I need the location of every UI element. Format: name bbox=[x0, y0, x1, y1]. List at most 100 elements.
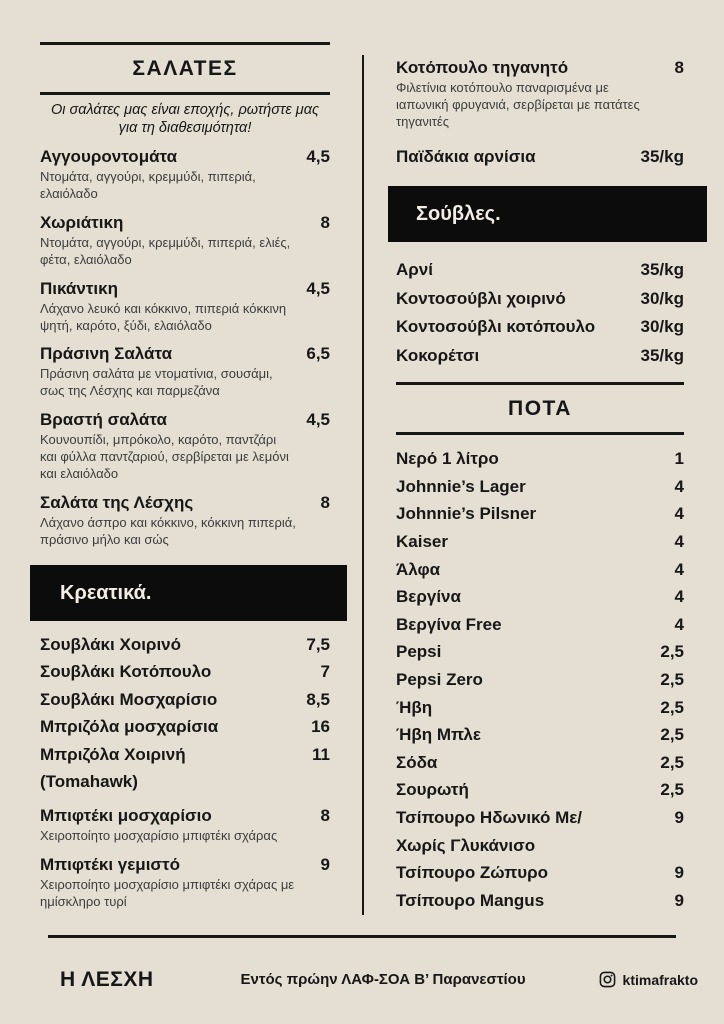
item-name: Κοκορέτσι bbox=[396, 345, 480, 365]
menu-item: Ήβη Μπλε 2,5 bbox=[396, 721, 684, 749]
item-price: 4 bbox=[674, 559, 684, 579]
item-name: Ήβη Μπλε bbox=[396, 725, 481, 745]
menu-item: Ήβη 2,5 bbox=[396, 694, 684, 722]
menu-item: Τσίπουρο Ηδωνικό Με/9 bbox=[396, 804, 684, 832]
item-price: 35/kg bbox=[640, 260, 684, 280]
right-column: Κοτόπουλο τηγανητό 8 Φιλετίνια κοτόπουλο … bbox=[388, 42, 707, 914]
item-price: 8,5 bbox=[306, 689, 330, 709]
item-name: Κοντοσούβλι χοιρινό bbox=[396, 288, 566, 308]
item-name: Σουβλάκι Μοσχαρίσιο bbox=[40, 689, 218, 709]
drink-items: Νερό 1 λίτρο 1 Johnnie’s Lager 4 Johnnie’s… bbox=[396, 445, 684, 914]
item-price: 35/kg bbox=[640, 345, 684, 365]
social-handle: ktimafrakto bbox=[599, 971, 698, 988]
item-description: Πράσινη σαλάτα με ντοματίνια, σουσάμι, σ… bbox=[40, 366, 273, 399]
menu-item: Σουβλάκι Κοτόπουλο 7 bbox=[40, 658, 330, 686]
item-name: Παϊδάκια αρνίσια bbox=[396, 146, 536, 166]
item-price: 30/kg bbox=[640, 317, 684, 337]
item-name: Χωριάτικη bbox=[40, 212, 124, 232]
divider bbox=[40, 92, 330, 95]
item-name: Johnnie’s Pilsner bbox=[396, 504, 537, 524]
item-price: 4,5 bbox=[306, 410, 330, 430]
item-price: 4 bbox=[674, 614, 684, 634]
menu-item: Αγγουροντομάτα 4,5 Ντομάτα, αγγούρι, κρεμ… bbox=[40, 147, 330, 203]
item-price: 2,5 bbox=[660, 697, 684, 717]
item-description: Χειροποίητο μοσχαρίσιο μπιφτέκι σχάρας μ… bbox=[40, 876, 295, 909]
item-name: Σουβλάκι Κοτόπουλο bbox=[40, 662, 212, 682]
item-description: Φιλετίνια κοτόπουλο παναρισμένα με ιαπων… bbox=[396, 80, 640, 129]
item-name: Κοτόπουλο τηγανητό bbox=[396, 58, 569, 77]
item-price: 6,5 bbox=[306, 344, 330, 364]
menu-item: Βεργίνα 4 bbox=[396, 583, 684, 611]
item-price: 2,5 bbox=[660, 780, 684, 800]
divider bbox=[40, 42, 330, 45]
item-name: Pepsi Zero bbox=[396, 669, 483, 689]
menu-item-name-line2: Χωρίς Γλυκάνισο bbox=[396, 832, 684, 860]
item-price: 9 bbox=[674, 890, 684, 910]
column-divider bbox=[362, 55, 364, 915]
item-description: Κουνουπίδι, μπρόκολο, καρότο, παντζάρι κ… bbox=[40, 432, 289, 482]
divider bbox=[396, 382, 684, 386]
item-name: Pepsi bbox=[396, 642, 442, 662]
item-name: Σαλάτα της Λέσχης bbox=[40, 492, 194, 512]
instagram-icon bbox=[599, 971, 616, 988]
menu-item: Κοντοσούβλι κοτόπουλο 30/kg bbox=[396, 313, 684, 342]
item-price: 9 bbox=[320, 854, 330, 874]
menu-item: Βραστή σαλάτα 4,5 Κουνουπίδι, μπρόκολο, κ… bbox=[40, 410, 330, 483]
menu-item: Σόδα 2,5 bbox=[396, 749, 684, 777]
item-price: 11 bbox=[312, 744, 330, 764]
menu-item: Κοκορέτσι 35/kg bbox=[396, 342, 684, 371]
item-name: Μπιφτέκι μοσχαρίσιο bbox=[40, 805, 212, 825]
souvles-items: Αρνί 35/kg Κοντοσούβλι χοιρινό 30/kg Κοντο… bbox=[396, 256, 684, 370]
item-description: Ντομάτα, αγγούρι, κρεμμύδι, πιπεριά, ελα… bbox=[40, 169, 256, 201]
menu-item: Μπιφτέκι μοσχαρίσιο 8 Χειροποίητο μοσχαρί… bbox=[40, 806, 330, 845]
menu-item: Johnnie’s Lager 4 bbox=[396, 473, 684, 501]
item-price: 4 bbox=[674, 504, 684, 524]
item-price: 2,5 bbox=[660, 669, 684, 689]
item-name: Άλφα bbox=[396, 559, 441, 579]
menu-item: Κοντοσούβλι χοιρινό 30/kg bbox=[396, 285, 684, 314]
item-price: 4 bbox=[674, 532, 684, 551]
social-handle-text: ktimafrakto bbox=[622, 971, 698, 988]
item-name: Johnnie’s Lager bbox=[396, 476, 526, 496]
item-price: 2,5 bbox=[660, 725, 684, 745]
item-price: 8 bbox=[320, 492, 330, 512]
item-name: Σουβλάκι Χοιρινό bbox=[40, 634, 182, 654]
item-description: Λάχανο λευκό και κόκκινο, πιπεριά κόκκιν… bbox=[40, 300, 287, 333]
brand-logo: Η ΛΕΣΧΗ bbox=[60, 967, 154, 991]
item-name: Μπριζόλα Χοιρινή bbox=[40, 744, 186, 764]
menu-item: Χωριάτικη 8 Ντομάτα, αγγούρι, κρεμμύδι, π… bbox=[40, 213, 330, 269]
item-price: 8 bbox=[320, 212, 330, 232]
menu-body: ΣΑΛΑΤΕΣ Οι σαλάτες μας είναι εποχής, ρωτ… bbox=[30, 42, 707, 914]
item-name: Τσίπουρο Ζώπυρο bbox=[396, 863, 549, 883]
menu-item: Μπριζόλα μοσχαρίσια 16 bbox=[40, 713, 330, 741]
menu-item: Johnnie’s Pilsner 4 bbox=[396, 500, 684, 528]
item-price: 8 bbox=[674, 58, 684, 77]
menu-item: Kaiser 4 bbox=[396, 528, 684, 556]
item-name: Σουρωτή bbox=[396, 780, 469, 800]
menu-item: Νερό 1 λίτρο 1 bbox=[396, 445, 684, 473]
item-price: 9 bbox=[674, 863, 684, 883]
menu-item: Σουβλάκι Μοσχαρίσιο 8,5 bbox=[40, 686, 330, 714]
item-description: Λάχανο άσπρο και κόκκινο, κόκκινη πιπερι… bbox=[40, 514, 296, 547]
menu-item: Μπριζόλα Χοιρινή 11 bbox=[40, 741, 330, 769]
item-price: 35/kg bbox=[640, 146, 684, 166]
item-name: Πράσινη Σαλάτα bbox=[40, 344, 173, 364]
item-price: 4 bbox=[674, 476, 684, 496]
item-name: Κοντοσούβλι κοτόπουλο bbox=[396, 317, 596, 337]
menu-item: Pepsi Zero 2,5 bbox=[396, 666, 684, 694]
menu-item: Τσίπουρο Mangus 9 bbox=[396, 887, 684, 915]
item-name: Χωρίς Γλυκάνισο bbox=[396, 835, 536, 855]
section-banner-souvles: Σούβλες. bbox=[388, 186, 707, 243]
item-description: Ντομάτα, αγγούρι, κρεμμύδι, πιπεριά, ελι… bbox=[40, 234, 291, 267]
item-name: Τσίπουρο Ηδωνικό Με/ bbox=[396, 807, 583, 827]
menu-item: Παϊδάκια αρνίσια 35/kg bbox=[396, 143, 684, 171]
item-price: 7,5 bbox=[306, 634, 330, 654]
menu-item: Αρνί 35/kg bbox=[396, 256, 684, 285]
menu-item: Σαλάτα της Λέσχης 8 Λάχανο άσπρο και κόκκ… bbox=[40, 493, 330, 549]
item-name: Πικάντικη bbox=[40, 278, 118, 298]
menu-item: Άλφα 4 bbox=[396, 556, 684, 584]
menu-item: Pepsi 2,5 bbox=[396, 638, 684, 666]
menu-item-name-line2: (Tomahawk) bbox=[40, 768, 330, 796]
section-title-drinks: ΠΟΤΑ bbox=[508, 397, 572, 421]
item-name: (Tomahawk) bbox=[40, 772, 138, 792]
